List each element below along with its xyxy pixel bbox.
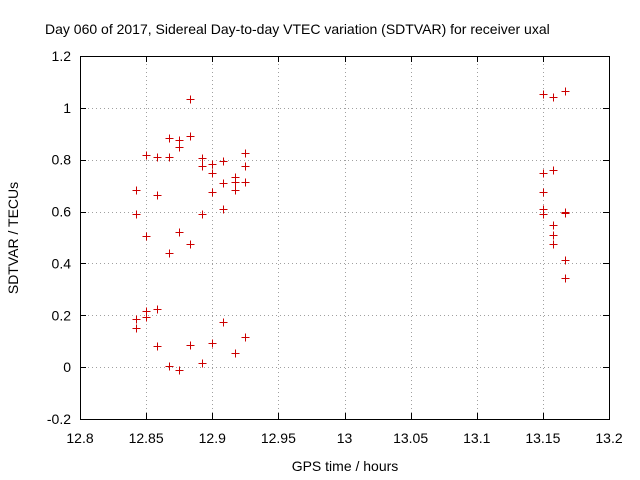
y-tick-label: 0 — [63, 359, 71, 375]
data-point — [198, 154, 207, 163]
data-point — [208, 188, 217, 197]
chart-title: Day 060 of 2017, Sidereal Day-to-day VTE… — [45, 21, 550, 37]
data-point — [561, 209, 570, 218]
x-tick-label: 13.15 — [525, 430, 560, 446]
data-point — [175, 228, 184, 237]
data-point — [153, 191, 162, 200]
x-tick-label: 13 — [337, 430, 353, 446]
data-point — [186, 341, 195, 350]
data-point — [539, 90, 548, 99]
data-point — [142, 151, 151, 160]
data-point — [208, 169, 217, 178]
data-point — [241, 149, 250, 158]
y-tick-label: 1.2 — [52, 48, 72, 64]
y-axis-label: SDTVAR / TECUs — [5, 182, 21, 294]
y-tick-label: 0.8 — [52, 152, 72, 168]
data-point — [241, 162, 250, 171]
data-point — [175, 143, 184, 152]
data-point — [549, 221, 558, 230]
data-point — [219, 205, 228, 214]
data-point — [132, 315, 141, 324]
x-tick-label: 13.2 — [595, 430, 622, 446]
data-point — [208, 339, 217, 348]
data-point — [132, 210, 141, 219]
data-point — [561, 274, 570, 283]
data-point — [132, 186, 141, 195]
data-point — [198, 359, 207, 368]
data-point — [153, 153, 162, 162]
y-tick-label: 0.6 — [52, 204, 72, 220]
data-point — [198, 210, 207, 219]
data-point — [561, 87, 570, 96]
x-tick-label: 12.95 — [261, 430, 296, 446]
data-point — [231, 186, 240, 195]
data-point — [186, 132, 195, 141]
data-point — [165, 134, 174, 143]
y-tick-label: 0.4 — [52, 255, 72, 271]
data-point — [539, 188, 548, 197]
data-point — [153, 342, 162, 351]
data-point — [241, 178, 250, 187]
data-point — [186, 95, 195, 104]
data-point — [175, 136, 184, 145]
tick-layer — [80, 56, 610, 420]
x-tick-label: 12.9 — [199, 430, 226, 446]
data-point — [219, 179, 228, 188]
data-point — [549, 93, 558, 102]
data-point — [231, 178, 240, 187]
data-point — [208, 160, 217, 169]
x-tick-label: 12.8 — [66, 430, 93, 446]
data-point — [142, 232, 151, 241]
data-point — [241, 333, 250, 342]
data-point — [219, 318, 228, 327]
y-tick-label: 1 — [63, 100, 71, 116]
data-point — [539, 169, 548, 178]
points-layer — [132, 87, 570, 375]
x-tick-label: 13.1 — [463, 430, 490, 446]
y-tick-label: -0.2 — [47, 411, 71, 427]
data-point — [219, 157, 228, 166]
data-point — [165, 362, 174, 371]
plot-frame — [80, 56, 610, 420]
x-tick-label: 13.05 — [393, 430, 428, 446]
data-point — [153, 305, 162, 314]
data-point — [165, 249, 174, 258]
x-tick-label: 12.85 — [129, 430, 164, 446]
data-point — [231, 349, 240, 358]
data-point — [198, 162, 207, 171]
data-point — [549, 231, 558, 240]
tick-label-layer: 12.8 12.85 12.9 12.95 13 13.05 13.1 13.15 13.2 -0… — [47, 48, 623, 446]
data-point — [549, 166, 558, 175]
data-point — [186, 240, 195, 249]
data-point — [132, 324, 141, 333]
data-point — [539, 210, 548, 219]
data-point — [175, 366, 184, 375]
y-tick-label: 0.2 — [52, 307, 72, 323]
data-point — [561, 256, 570, 265]
grid-layer — [80, 56, 609, 419]
data-point — [549, 240, 558, 249]
data-point — [165, 153, 174, 162]
x-axis-label: GPS time / hours — [292, 458, 399, 474]
data-point — [142, 313, 151, 322]
